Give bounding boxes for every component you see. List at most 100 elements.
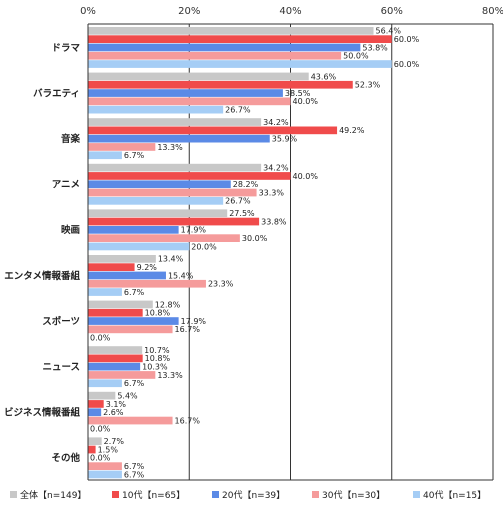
- data-label: 6.7%: [124, 470, 145, 479]
- data-label: 17.9%: [181, 317, 207, 326]
- bar: [88, 462, 122, 470]
- data-label: 0.0%: [90, 454, 111, 463]
- x-tick-label: 60%: [381, 6, 403, 17]
- data-label: 34.2%: [263, 118, 289, 127]
- bar: [88, 288, 122, 296]
- bar: [88, 180, 231, 189]
- data-label: 6.7%: [124, 151, 145, 160]
- bar: [88, 226, 179, 234]
- bar: [88, 72, 309, 81]
- category-label: バラエティ: [33, 87, 80, 99]
- bar: [88, 35, 392, 43]
- bar: [88, 325, 173, 334]
- bar: [88, 300, 153, 309]
- bar: [88, 437, 102, 446]
- bar: [88, 263, 135, 271]
- data-label: 2.6%: [103, 408, 124, 417]
- bar: [88, 60, 392, 68]
- data-label: 27.5%: [229, 209, 255, 218]
- legend-label: 40代【n=15】: [423, 490, 486, 501]
- bar: [88, 346, 143, 354]
- bar: [88, 143, 156, 151]
- bar: [88, 400, 104, 408]
- data-label: 20.0%: [191, 242, 217, 251]
- data-label: 10.8%: [145, 354, 171, 363]
- data-label: 10.3%: [142, 363, 168, 372]
- data-label: 53.8%: [362, 43, 388, 52]
- data-label: 16.7%: [175, 325, 201, 334]
- x-tick-label: 40%: [279, 6, 301, 17]
- bar: [88, 371, 156, 379]
- data-label: 17.9%: [181, 226, 207, 235]
- bar: [88, 271, 166, 280]
- category-label: アニメ: [52, 180, 80, 191]
- legend-label: 30代【n=30】: [322, 490, 385, 501]
- data-label: 33.8%: [261, 217, 287, 226]
- data-label: 2.7%: [104, 437, 125, 446]
- bar: [88, 255, 156, 263]
- bar: [88, 391, 116, 400]
- bar: [88, 209, 228, 218]
- data-label: 40.0%: [293, 172, 319, 181]
- bar: [88, 217, 260, 226]
- bar: [88, 172, 291, 180]
- data-label: 23.3%: [208, 280, 234, 289]
- data-label: 0.0%: [90, 425, 111, 434]
- data-label: 1.5%: [98, 445, 119, 454]
- data-label: 60.0%: [394, 60, 420, 69]
- data-label: 43.6%: [311, 72, 337, 81]
- data-label: 10.8%: [145, 309, 171, 318]
- bar: [88, 197, 224, 205]
- category-label: 映画: [61, 224, 80, 236]
- bar: [88, 279, 206, 288]
- data-label: 13.3%: [157, 371, 183, 380]
- bar: [88, 362, 141, 371]
- bar: [88, 234, 240, 242]
- data-label: 30.0%: [242, 234, 268, 243]
- bar: [88, 317, 179, 325]
- bar: [88, 242, 190, 251]
- bar: [88, 188, 257, 197]
- data-label: 56.4%: [376, 27, 402, 36]
- data-label: 34.2%: [263, 164, 289, 173]
- bar: [88, 80, 353, 89]
- x-tick-label: 0%: [80, 6, 96, 17]
- bar: [88, 163, 262, 172]
- category-label: ドラマ: [51, 43, 80, 54]
- data-label: 49.2%: [339, 126, 365, 135]
- data-label: 6.7%: [124, 462, 145, 471]
- data-label: 38.5%: [285, 89, 311, 98]
- data-label: 3.1%: [106, 400, 127, 409]
- bar: [88, 134, 270, 143]
- data-label: 33.3%: [259, 188, 285, 197]
- data-label: 0.0%: [90, 334, 111, 343]
- data-label: 52.3%: [355, 81, 381, 90]
- category-label: スポーツ: [42, 315, 80, 327]
- legend-swatch: [212, 491, 219, 498]
- bar: [88, 105, 224, 114]
- legend-label: 10代【n=65】: [122, 490, 185, 501]
- bar: [88, 89, 283, 97]
- category-label: エンタメ情報番組: [4, 270, 80, 282]
- data-label: 13.4%: [158, 255, 184, 264]
- data-label: 40.0%: [293, 97, 319, 106]
- legend-swatch: [312, 491, 319, 498]
- bar: [88, 51, 342, 60]
- bar: [88, 470, 122, 479]
- legend-swatch: [413, 491, 420, 498]
- bar: [88, 445, 96, 454]
- x-tick-label: 20%: [178, 6, 200, 17]
- category-label: ビジネス情報番組: [4, 407, 81, 419]
- data-label: 50.0%: [343, 52, 369, 61]
- data-label: 35.9%: [272, 135, 298, 144]
- bar: [88, 308, 143, 317]
- legend-label: 全体【n=149】: [20, 489, 86, 501]
- data-label: 28.2%: [233, 180, 259, 189]
- bar: [88, 118, 262, 126]
- data-label: 26.7%: [225, 106, 251, 115]
- data-label: 15.4%: [168, 271, 194, 280]
- data-label: 26.7%: [225, 197, 251, 206]
- data-label: 5.4%: [117, 392, 138, 401]
